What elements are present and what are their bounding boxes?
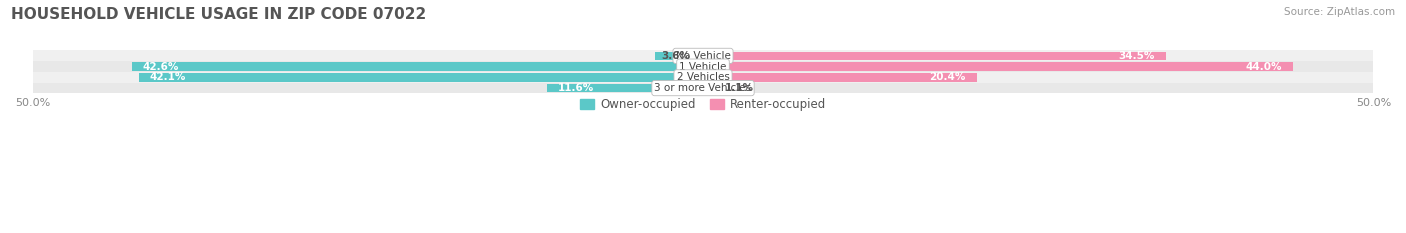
Text: 1 Vehicle: 1 Vehicle bbox=[679, 62, 727, 72]
Bar bbox=[655, 52, 703, 60]
Text: 42.6%: 42.6% bbox=[142, 62, 179, 72]
Text: 44.0%: 44.0% bbox=[1246, 62, 1282, 72]
Text: 3 or more Vehicles: 3 or more Vehicles bbox=[654, 83, 752, 93]
Bar bbox=[703, 73, 977, 82]
Text: 3.6%: 3.6% bbox=[661, 51, 690, 61]
Text: No Vehicle: No Vehicle bbox=[675, 51, 731, 61]
Text: HOUSEHOLD VEHICLE USAGE IN ZIP CODE 07022: HOUSEHOLD VEHICLE USAGE IN ZIP CODE 0702… bbox=[11, 7, 426, 22]
Bar bbox=[703, 84, 717, 92]
Bar bbox=[139, 73, 703, 82]
Text: 11.6%: 11.6% bbox=[558, 83, 595, 93]
Text: 20.4%: 20.4% bbox=[929, 72, 966, 82]
Bar bbox=[32, 72, 1374, 83]
Text: 1.1%: 1.1% bbox=[724, 83, 754, 93]
Text: Source: ZipAtlas.com: Source: ZipAtlas.com bbox=[1284, 7, 1395, 17]
Bar bbox=[32, 61, 1374, 72]
Legend: Owner-occupied, Renter-occupied: Owner-occupied, Renter-occupied bbox=[575, 93, 831, 116]
Bar bbox=[703, 52, 1166, 60]
Text: 2 Vehicles: 2 Vehicles bbox=[676, 72, 730, 82]
Text: 42.1%: 42.1% bbox=[149, 72, 186, 82]
Bar bbox=[547, 84, 703, 92]
Text: 34.5%: 34.5% bbox=[1118, 51, 1154, 61]
Bar bbox=[132, 62, 703, 71]
Bar bbox=[32, 83, 1374, 93]
Bar bbox=[703, 62, 1294, 71]
Bar bbox=[32, 51, 1374, 61]
